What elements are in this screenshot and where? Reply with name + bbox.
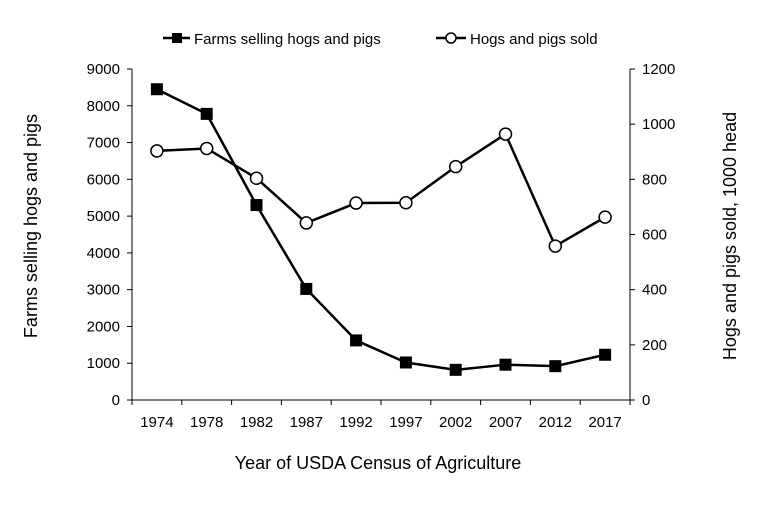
hogs-point [299, 216, 314, 230]
y-axis-title: Farms selling hogs and pigs [21, 114, 41, 338]
farms-point [549, 360, 562, 373]
hogs-series-line [156, 132, 606, 248]
farms-point [200, 107, 213, 120]
x-tick-label: 1978 [190, 414, 223, 431]
y2-tick-label: 200 [642, 337, 667, 354]
farms-point [399, 356, 412, 369]
y-tick-label: 6000 [87, 171, 120, 188]
x-axis-title: Year of USDA Census of Agriculture [235, 453, 522, 473]
legend-farms-marker [172, 33, 182, 43]
y2-tick-label: 600 [642, 227, 667, 244]
x-tick-label: 1974 [140, 414, 173, 431]
hogs-point [598, 210, 612, 224]
farms-point [150, 83, 163, 96]
legend: Farms selling hogs and pigs Hogs and pig… [163, 31, 598, 48]
legend-hogs-label: Hogs and pigs sold [470, 31, 598, 48]
y-tick-label: 9000 [87, 61, 120, 78]
x-tick-label: 2002 [439, 414, 472, 431]
y2-axis-title: Hogs and pigs sold, 1000 head [720, 112, 740, 360]
x-tick-label: 2007 [489, 414, 522, 431]
farms-point [250, 199, 263, 212]
y-tick-label: 1000 [87, 355, 120, 372]
x-tick-label: 1987 [290, 414, 323, 431]
hogs-point [349, 196, 363, 210]
y-tick-label: 8000 [87, 98, 120, 115]
legend-entry-farms: Farms selling hogs and pigs [163, 31, 381, 48]
farms-point [499, 358, 512, 371]
hogs-point [199, 141, 214, 156]
x-tick-label: 1992 [339, 414, 372, 431]
hogs-point [548, 239, 563, 253]
x-tick-label: 1997 [389, 414, 422, 431]
hogs-point [399, 196, 413, 210]
y2-tick-label: 800 [642, 171, 667, 188]
farms-point [449, 363, 462, 376]
y-tick-label: 0 [112, 392, 120, 409]
y2-tick-label: 1000 [642, 116, 675, 133]
y2-tick-label: 1200 [642, 61, 675, 78]
farms-point [350, 334, 363, 347]
y-tick-label: 4000 [87, 245, 120, 262]
farms-point [300, 282, 313, 295]
x-tick-label: 1982 [240, 414, 273, 431]
hogs-point [249, 171, 264, 185]
series-markers [150, 83, 612, 376]
farms-point [599, 348, 612, 361]
y-tick-label: 3000 [87, 282, 120, 299]
hogs-point [448, 159, 463, 174]
y2-tick-label: 400 [642, 282, 667, 299]
y2-tick-label: 0 [642, 392, 650, 409]
x-tick-label: 2017 [588, 414, 621, 431]
series-lines [156, 88, 606, 372]
hogs-point [498, 127, 513, 141]
y-tick-label: 2000 [87, 318, 120, 335]
tick-marks-and-labels: 0 1000 2000 3000 4000 5000 6000 7000 8000 9000 0 20… [87, 61, 676, 431]
y-tick-label: 5000 [87, 208, 120, 225]
hogs-point [150, 144, 164, 158]
legend-hogs-marker [445, 32, 457, 44]
x-tick-label: 2012 [539, 414, 572, 431]
legend-entry-hogs: Hogs and pigs sold [436, 31, 598, 48]
legend-farms-label: Farms selling hogs and pigs [194, 31, 381, 48]
farms-series-line [156, 88, 606, 372]
y-tick-label: 7000 [87, 135, 120, 152]
